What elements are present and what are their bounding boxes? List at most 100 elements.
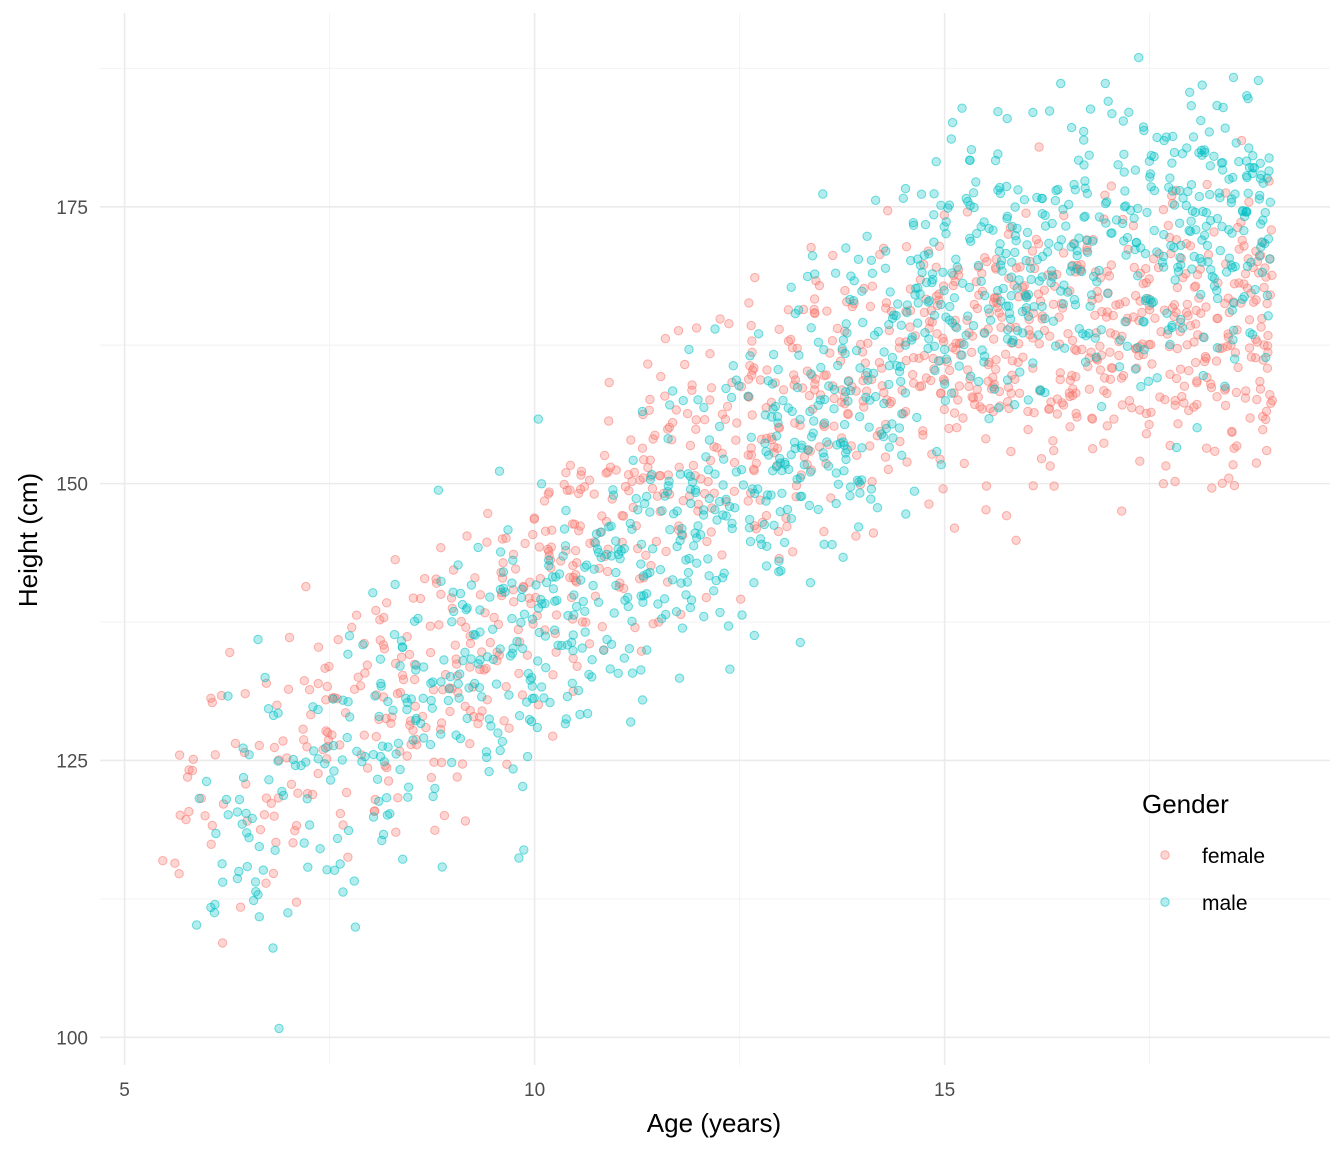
data-point xyxy=(894,423,905,433)
data-point xyxy=(1082,247,1093,258)
data-point xyxy=(1212,285,1222,296)
data-point xyxy=(900,183,911,194)
data-point xyxy=(1190,207,1201,218)
data-point xyxy=(698,510,709,520)
data-point xyxy=(897,409,907,419)
data-point xyxy=(804,390,815,401)
data-point xyxy=(419,733,429,743)
data-point xyxy=(771,462,782,472)
data-point xyxy=(1209,281,1220,291)
data-point xyxy=(682,577,692,587)
data-point xyxy=(874,357,885,368)
data-point xyxy=(828,250,838,261)
data-point xyxy=(500,587,510,597)
data-point xyxy=(1172,282,1183,293)
data-point xyxy=(661,609,671,620)
data-point xyxy=(731,435,741,445)
data-point xyxy=(351,610,362,620)
data-point xyxy=(473,719,483,729)
data-point xyxy=(403,782,414,792)
data-point xyxy=(589,564,599,574)
data-point xyxy=(1028,358,1038,368)
data-point xyxy=(254,740,264,751)
data-point xyxy=(425,647,436,658)
data-points xyxy=(158,52,1278,1034)
data-point xyxy=(998,283,1008,294)
data-point xyxy=(645,567,655,578)
data-point xyxy=(744,298,754,308)
data-point xyxy=(1138,122,1149,132)
data-point xyxy=(673,326,684,336)
data-point xyxy=(1244,315,1255,325)
data-point xyxy=(732,418,742,428)
data-point xyxy=(951,254,961,264)
data-point xyxy=(989,379,999,389)
data-point xyxy=(408,593,419,603)
data-point xyxy=(693,499,704,509)
data-point xyxy=(1037,272,1047,282)
data-point xyxy=(527,614,538,624)
data-point xyxy=(755,534,766,544)
data-point xyxy=(1023,311,1034,321)
data-point xyxy=(1006,291,1016,301)
data-point xyxy=(932,446,942,457)
data-point xyxy=(767,379,778,389)
data-point xyxy=(724,501,735,512)
data-point xyxy=(1171,373,1182,384)
data-point xyxy=(1058,299,1069,309)
data-point xyxy=(242,828,252,838)
data-point xyxy=(235,902,246,912)
data-point xyxy=(533,656,543,666)
data-point xyxy=(402,704,412,715)
data-point xyxy=(759,519,769,530)
data-point xyxy=(609,608,619,618)
data-point xyxy=(588,580,598,591)
data-point xyxy=(1255,384,1266,394)
data-point xyxy=(964,282,975,293)
data-point xyxy=(398,854,408,864)
data-point xyxy=(241,808,251,818)
data-point xyxy=(375,654,386,664)
data-point xyxy=(1152,132,1162,143)
data-point xyxy=(721,496,731,507)
data-point xyxy=(301,581,311,592)
data-point xyxy=(1028,333,1038,343)
data-point xyxy=(1044,106,1055,116)
data-point xyxy=(1262,341,1273,351)
data-point xyxy=(743,450,753,460)
data-point xyxy=(575,521,585,531)
data-point xyxy=(1104,271,1115,281)
data-point xyxy=(959,340,969,350)
data-point xyxy=(449,606,459,617)
data-point xyxy=(887,352,898,363)
data-point xyxy=(1256,322,1266,332)
data-point xyxy=(290,760,301,771)
data-point xyxy=(1262,290,1273,301)
data-point xyxy=(466,654,476,664)
data-point xyxy=(308,702,318,712)
data-point xyxy=(855,363,865,373)
data-point xyxy=(1147,359,1157,369)
data-point xyxy=(1169,242,1179,253)
data-point xyxy=(1176,317,1186,328)
data-point xyxy=(1255,376,1265,387)
data-point xyxy=(207,697,218,708)
data-point xyxy=(926,375,936,386)
data-point xyxy=(909,486,920,496)
data-point xyxy=(411,665,421,675)
data-point xyxy=(1081,331,1091,341)
data-point xyxy=(1261,406,1272,416)
data-point xyxy=(569,610,579,620)
data-point xyxy=(1055,368,1066,378)
data-point xyxy=(913,318,923,328)
data-point xyxy=(802,271,813,282)
data-point xyxy=(570,545,581,556)
data-point xyxy=(816,362,826,373)
data-point xyxy=(1146,150,1157,161)
data-point xyxy=(1130,165,1141,175)
data-point xyxy=(541,663,551,673)
data-point xyxy=(374,711,384,722)
data-point xyxy=(291,820,302,831)
data-point xyxy=(995,239,1005,249)
data-point xyxy=(1217,221,1227,232)
